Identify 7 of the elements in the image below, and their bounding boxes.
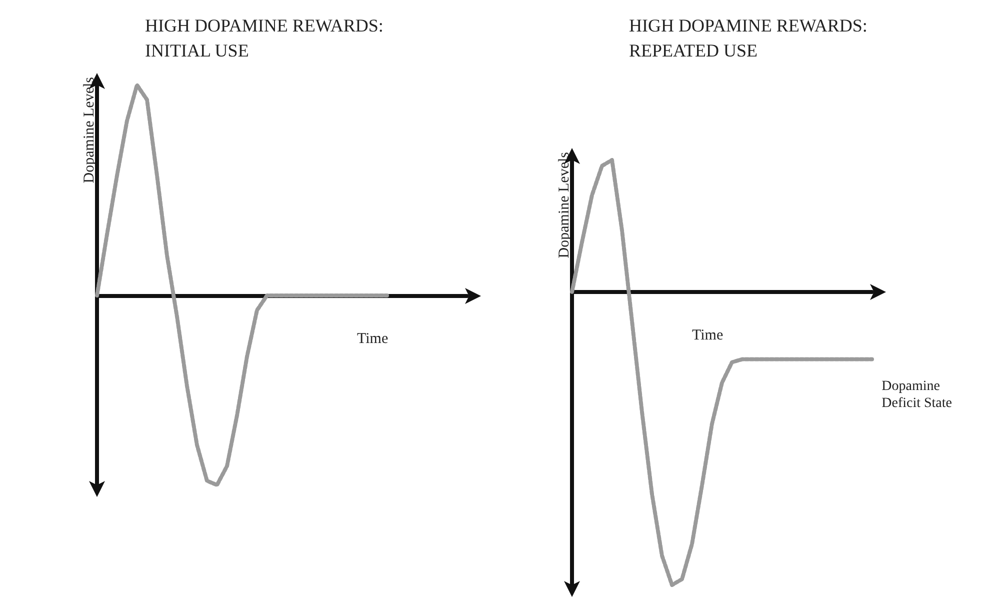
x-axis-title: Time (357, 331, 388, 348)
y-axis-title: Dopamine Levels (82, 76, 98, 184)
x-axis-title: Time (692, 327, 724, 344)
y-axis-title: Dopamine Levels (556, 152, 572, 258)
chart-title: HIGH DOPAMINE REWARDS: INITIAL USE (145, 16, 384, 60)
chart-title: HIGH DOPAMINE REWARDS: REPEATED USE (629, 16, 868, 60)
text: Dopamine Deficit State (882, 379, 952, 411)
